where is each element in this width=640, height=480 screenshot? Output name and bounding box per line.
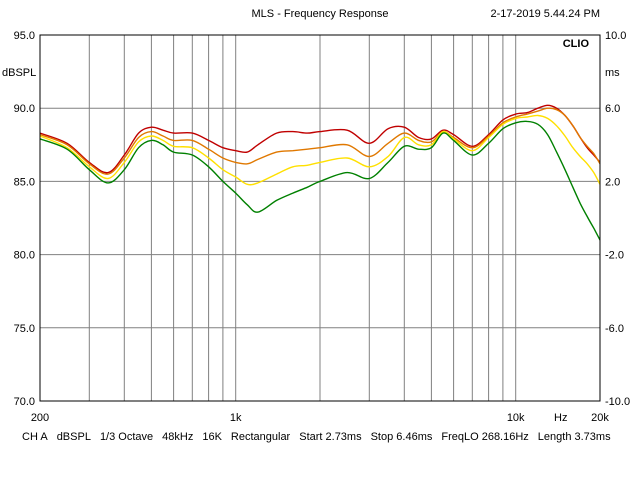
y-tick-label: 70.0 bbox=[14, 396, 35, 408]
y2-tick-label: 10.0 bbox=[605, 30, 626, 42]
y2-tick-label: 6.0 bbox=[605, 103, 620, 115]
x-tick-label: 20k bbox=[591, 412, 609, 424]
y2-tick-label: -6.0 bbox=[605, 323, 624, 335]
settings-item: dBSPL bbox=[56, 431, 91, 443]
plot-frame bbox=[39, 34, 601, 402]
y2-tick-label: -10.0 bbox=[605, 396, 630, 408]
y-axis-label: dBSPL bbox=[2, 67, 36, 79]
y-tick-label: 80.0 bbox=[14, 250, 35, 262]
settings-item: CH A bbox=[22, 431, 48, 443]
x-tick-labels: 200 1k 10k 20k bbox=[31, 412, 610, 424]
y2-axis-label: ms bbox=[605, 67, 620, 79]
settings-item: 48kHz bbox=[162, 431, 194, 443]
series-group bbox=[39, 104, 601, 241]
y2-tick-label: 2.0 bbox=[605, 176, 620, 188]
settings-item: Start 2.73ms bbox=[299, 431, 362, 443]
chart-title: MLS - Frequency Response bbox=[252, 8, 389, 20]
settings-item: Stop 6.46ms bbox=[370, 431, 433, 443]
settings-item: FreqLO 268.16Hz bbox=[441, 431, 529, 443]
trace-green-line bbox=[39, 120, 601, 241]
y-tick-label: 95.0 bbox=[14, 30, 35, 42]
y-tick-label: 75.0 bbox=[14, 323, 35, 335]
y-tick-label: 90.0 bbox=[14, 103, 35, 115]
trace-orange-line bbox=[39, 107, 601, 175]
y2-tick-labels: -10.0 -6.0 -2.0 2.0 6.0 10.0 bbox=[605, 30, 630, 408]
grid-lines bbox=[40, 35, 600, 401]
settings-item: Length 3.73ms bbox=[537, 431, 611, 443]
clio-brand: CLIO bbox=[563, 38, 590, 50]
trace-yellow-line bbox=[39, 114, 601, 186]
y-tick-labels: 70.0 75.0 80.0 85.0 90.0 95.0 bbox=[14, 30, 35, 408]
settings-item: 1/3 Octave bbox=[99, 431, 154, 443]
settings-item: Rectangular bbox=[230, 431, 291, 443]
x-axis-label: Hz bbox=[554, 412, 567, 424]
y-tick-label: 85.0 bbox=[14, 176, 35, 188]
trace-red-line bbox=[39, 104, 601, 174]
x-tick-label: 1k bbox=[230, 412, 242, 424]
settings-item: 16K bbox=[202, 431, 222, 443]
measurement-settings-bar: CH A dBSPL 1/3 Octave 48kHz 16K Rectangular St… bbox=[22, 431, 620, 443]
x-tick-label: 10k bbox=[507, 412, 525, 424]
x-tick-label: 200 bbox=[31, 412, 49, 424]
y2-tick-label: -2.0 bbox=[605, 250, 624, 262]
timestamp: 2-17-2019 5.44.24 PM bbox=[491, 8, 600, 20]
